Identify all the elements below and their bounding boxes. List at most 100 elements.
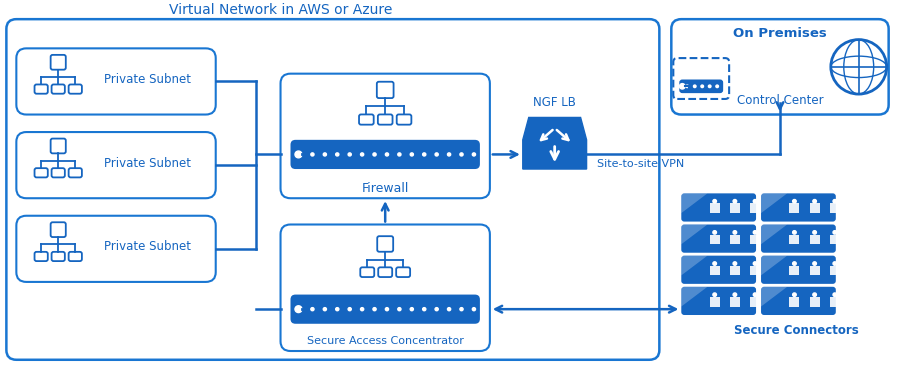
Bar <box>730 266 740 275</box>
Circle shape <box>348 308 351 311</box>
Bar <box>730 235 740 244</box>
Bar <box>750 235 760 244</box>
FancyBboxPatch shape <box>761 225 836 253</box>
Bar <box>750 297 760 306</box>
Circle shape <box>753 262 757 265</box>
Circle shape <box>734 293 737 297</box>
Bar <box>830 203 840 213</box>
Text: Firewall: Firewall <box>362 182 409 195</box>
Circle shape <box>713 200 716 203</box>
Circle shape <box>753 230 757 234</box>
Circle shape <box>336 308 339 311</box>
Circle shape <box>295 151 302 158</box>
Circle shape <box>373 153 376 156</box>
Circle shape <box>833 293 837 297</box>
FancyBboxPatch shape <box>291 295 480 324</box>
Circle shape <box>708 85 711 88</box>
Circle shape <box>435 308 438 311</box>
Bar <box>810 266 820 275</box>
Circle shape <box>701 85 704 88</box>
Circle shape <box>813 200 816 203</box>
Circle shape <box>813 293 816 297</box>
FancyBboxPatch shape <box>681 225 756 253</box>
Bar <box>830 235 840 244</box>
Circle shape <box>435 153 438 156</box>
Circle shape <box>385 308 389 311</box>
FancyBboxPatch shape <box>761 287 836 315</box>
Bar <box>789 203 799 213</box>
Circle shape <box>813 230 816 234</box>
Circle shape <box>833 230 837 234</box>
Circle shape <box>410 153 413 156</box>
Polygon shape <box>761 287 788 306</box>
Polygon shape <box>681 256 707 275</box>
FancyBboxPatch shape <box>291 140 480 169</box>
Circle shape <box>716 85 718 88</box>
Bar <box>750 266 760 275</box>
Polygon shape <box>761 193 788 213</box>
Bar <box>810 203 820 213</box>
Circle shape <box>398 153 401 156</box>
Bar <box>810 235 820 244</box>
Circle shape <box>833 200 837 203</box>
Circle shape <box>734 262 737 265</box>
Text: Virtual Network in AWS or Azure: Virtual Network in AWS or Azure <box>169 3 392 17</box>
Circle shape <box>713 293 716 297</box>
Circle shape <box>793 262 796 265</box>
Text: Private Subnet: Private Subnet <box>104 240 192 253</box>
Circle shape <box>361 153 364 156</box>
Circle shape <box>310 308 314 311</box>
Circle shape <box>361 308 364 311</box>
Bar <box>830 297 840 306</box>
Bar <box>750 203 760 213</box>
Bar <box>789 266 799 275</box>
Circle shape <box>423 153 426 156</box>
Bar <box>710 297 720 306</box>
Circle shape <box>385 153 389 156</box>
FancyBboxPatch shape <box>761 256 836 284</box>
Circle shape <box>793 293 796 297</box>
Circle shape <box>423 308 426 311</box>
Polygon shape <box>523 117 587 169</box>
Bar <box>730 203 740 213</box>
Circle shape <box>472 308 475 311</box>
Circle shape <box>310 153 314 156</box>
Circle shape <box>793 230 796 234</box>
Circle shape <box>447 308 451 311</box>
Circle shape <box>713 262 716 265</box>
FancyBboxPatch shape <box>681 193 756 222</box>
Text: Private Subnet: Private Subnet <box>104 157 192 170</box>
Circle shape <box>336 153 339 156</box>
Bar <box>789 297 799 306</box>
Circle shape <box>348 153 351 156</box>
Polygon shape <box>761 225 788 244</box>
FancyBboxPatch shape <box>681 256 756 284</box>
Circle shape <box>410 308 413 311</box>
Text: Secure Connectors: Secure Connectors <box>734 324 859 337</box>
Bar <box>789 235 799 244</box>
Circle shape <box>833 262 837 265</box>
Circle shape <box>460 308 464 311</box>
Polygon shape <box>681 225 707 244</box>
Circle shape <box>713 230 716 234</box>
Circle shape <box>693 85 696 88</box>
Circle shape <box>472 153 475 156</box>
Circle shape <box>460 153 464 156</box>
Circle shape <box>323 308 327 311</box>
FancyBboxPatch shape <box>761 193 836 222</box>
Circle shape <box>734 200 737 203</box>
Circle shape <box>295 306 302 313</box>
Circle shape <box>686 85 688 88</box>
FancyBboxPatch shape <box>680 80 724 93</box>
Polygon shape <box>681 193 707 213</box>
Circle shape <box>793 200 796 203</box>
Circle shape <box>447 153 451 156</box>
Circle shape <box>813 262 816 265</box>
Polygon shape <box>681 287 707 306</box>
Bar <box>710 203 720 213</box>
Bar <box>710 266 720 275</box>
Text: Private Subnet: Private Subnet <box>104 73 192 86</box>
Text: Secure Access Concentrator: Secure Access Concentrator <box>307 336 464 346</box>
FancyBboxPatch shape <box>681 287 756 315</box>
Text: NGF LB: NGF LB <box>533 96 576 109</box>
